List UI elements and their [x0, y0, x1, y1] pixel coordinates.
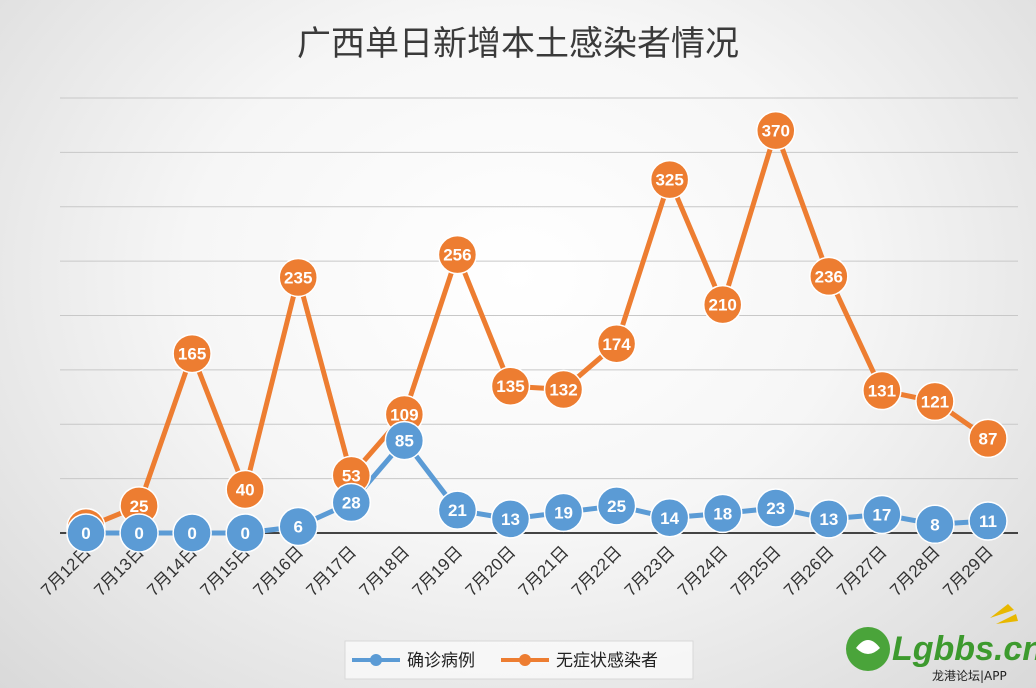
data-point-0 [490, 499, 531, 539]
x-tick-label: 7月23日 [621, 542, 679, 600]
data-point-1 [968, 418, 1008, 459]
data-label-1: 109 [390, 405, 418, 424]
x-tick-label: 7月19日 [409, 542, 467, 600]
watermark-logo: Lgbbs.cn 龙港论坛|APP [846, 604, 1036, 683]
data-point-0 [596, 486, 637, 526]
data-label-1: 210 [709, 296, 737, 315]
logo-leaf-icon [856, 640, 880, 654]
watermark-subtitle: 龙港论坛|APP [932, 669, 1007, 683]
data-point-0 [649, 498, 690, 538]
data-point-1 [809, 256, 849, 297]
x-tick-label: 7月20日 [462, 542, 520, 600]
data-label-0: 13 [501, 510, 520, 529]
chart-title: 广西单日新增本土感染者情况 [297, 24, 739, 64]
legend-marker-confirmed [370, 654, 382, 666]
x-tick-label: 7月27日 [833, 542, 891, 600]
legend-marker-asymptomatic [519, 654, 531, 666]
x-tick-label: 7月17日 [303, 542, 361, 600]
data-label-0: 17 [872, 506, 891, 525]
data-label-0: 19 [554, 503, 573, 522]
data-label-0: 0 [81, 524, 90, 543]
x-tick-label: 7月24日 [674, 542, 732, 600]
data-point-1 [225, 469, 265, 510]
data-label-1: 132 [549, 380, 577, 399]
legend-label-confirmed: 确诊病例 [407, 651, 475, 671]
data-point-0 [172, 513, 212, 553]
data-point-1 [915, 381, 955, 422]
data-label-0: 0 [187, 524, 196, 543]
data-label-0: 11 [979, 512, 997, 531]
data-label-0: 6 [294, 517, 303, 536]
data-label-0: 0 [134, 524, 143, 543]
x-tick-label: 7月21日 [515, 542, 573, 600]
series-points: 5251654023553109256135132174325210370236… [66, 110, 1008, 553]
data-point-0 [543, 492, 584, 533]
data-point-0 [702, 493, 743, 534]
data-point-0 [384, 420, 425, 461]
data-label-0: 13 [819, 510, 838, 529]
data-point-1 [172, 333, 212, 374]
data-point-0 [862, 494, 902, 535]
data-label-1: 370 [762, 122, 790, 141]
data-point-1 [543, 369, 584, 410]
series-lines [85, 128, 990, 536]
data-point-0 [968, 501, 1008, 541]
data-point-0 [437, 490, 478, 530]
watermark-text: Lgbbs.cn [892, 630, 1036, 668]
data-label-1: 131 [868, 382, 896, 401]
x-tick-label: 7月25日 [727, 542, 785, 600]
data-label-1: 235 [284, 268, 312, 287]
data-label-1: 256 [443, 246, 471, 265]
x-tick-label: 7月29日 [939, 542, 997, 600]
data-label-1: 325 [655, 171, 683, 190]
data-label-0: 14 [660, 509, 679, 528]
data-label-0: 28 [342, 494, 361, 513]
data-point-0 [331, 482, 372, 523]
legend-label-asymptomatic: 无症状感染者 [556, 651, 658, 671]
data-point-1 [596, 324, 637, 364]
data-label-1: 40 [236, 481, 255, 500]
data-label-1: 236 [815, 267, 843, 286]
x-tick-label: 7月16日 [250, 542, 308, 600]
data-label-0: 8 [930, 515, 939, 534]
data-point-1 [702, 284, 743, 325]
x-tick-label: 7月28日 [886, 542, 944, 600]
data-label-0: 21 [448, 501, 467, 520]
data-label-1: 174 [602, 335, 631, 354]
x-tick-label: 7月22日 [568, 542, 626, 600]
data-point-0 [809, 499, 849, 539]
data-label-0: 85 [395, 432, 414, 451]
data-label-1: 121 [921, 392, 949, 411]
data-point-0 [756, 488, 796, 528]
series-line-0 [86, 438, 989, 536]
series-line-1 [85, 128, 990, 530]
data-point-1 [649, 159, 690, 200]
data-label-1: 25 [130, 497, 149, 516]
data-label-1: 53 [342, 466, 361, 485]
data-label-1: 87 [979, 429, 998, 448]
data-point-0 [119, 513, 159, 553]
data-point-1 [862, 370, 902, 411]
data-label-0: 18 [713, 504, 732, 523]
data-label-0: 25 [607, 497, 626, 516]
x-tick-label: 7月26日 [780, 542, 838, 600]
data-point-1 [490, 366, 531, 406]
grid-lines [60, 97, 1018, 534]
data-point-1 [756, 110, 796, 151]
data-point-1 [437, 234, 478, 275]
data-label-0: 0 [240, 524, 249, 543]
x-tick-label: 7月18日 [356, 542, 414, 600]
data-label-0: 23 [766, 499, 785, 518]
legend: 确诊病例 无症状感染者 [344, 640, 694, 680]
x-tick-labels: 7月12日7月13日7月14日7月15日7月16日7月17日7月18日7月19日… [37, 542, 997, 600]
data-point-1 [278, 257, 318, 298]
logo-flag-icon [990, 604, 1018, 624]
data-label-1: 165 [178, 345, 206, 364]
data-label-1: 135 [496, 377, 524, 396]
data-point-0 [225, 513, 265, 553]
data-point-0 [915, 504, 955, 545]
data-point-0 [66, 513, 106, 553]
data-point-0 [278, 506, 318, 547]
